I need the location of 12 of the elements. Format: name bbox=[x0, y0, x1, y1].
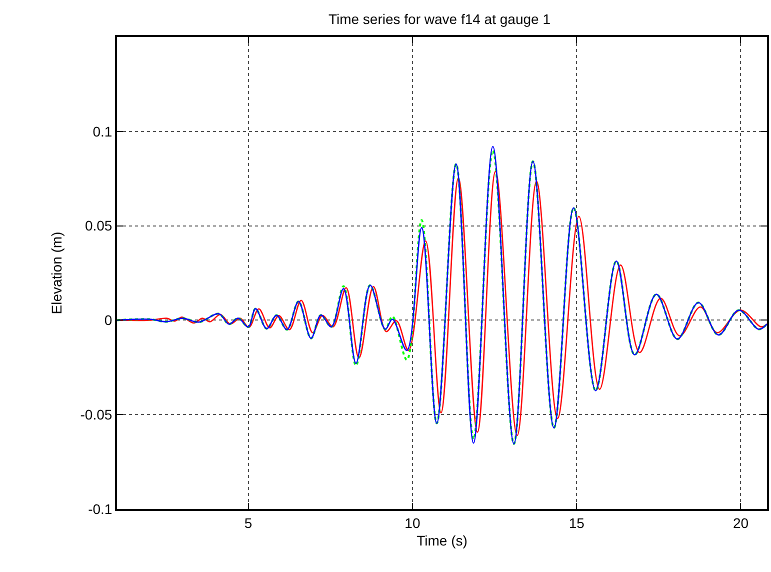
x-tick-label: 15 bbox=[568, 514, 585, 531]
x-tick-label: 5 bbox=[244, 514, 252, 531]
x-tick-label: 10 bbox=[404, 514, 420, 531]
chart-title: Time series for wave f14 at gauge 1 bbox=[328, 11, 551, 28]
x-tick-label: 20 bbox=[732, 514, 749, 531]
x-axis-title: Time (s) bbox=[416, 532, 468, 549]
y-tick-label: 0.05 bbox=[84, 218, 112, 234]
y-axis-title: Elevation (m) bbox=[48, 232, 64, 314]
y-tick-label: -0.1 bbox=[88, 500, 112, 517]
y-tick-label: -0.05 bbox=[80, 406, 112, 422]
y-tick-label: 0.1 bbox=[92, 123, 112, 140]
y-tick-label: 0 bbox=[104, 312, 112, 328]
